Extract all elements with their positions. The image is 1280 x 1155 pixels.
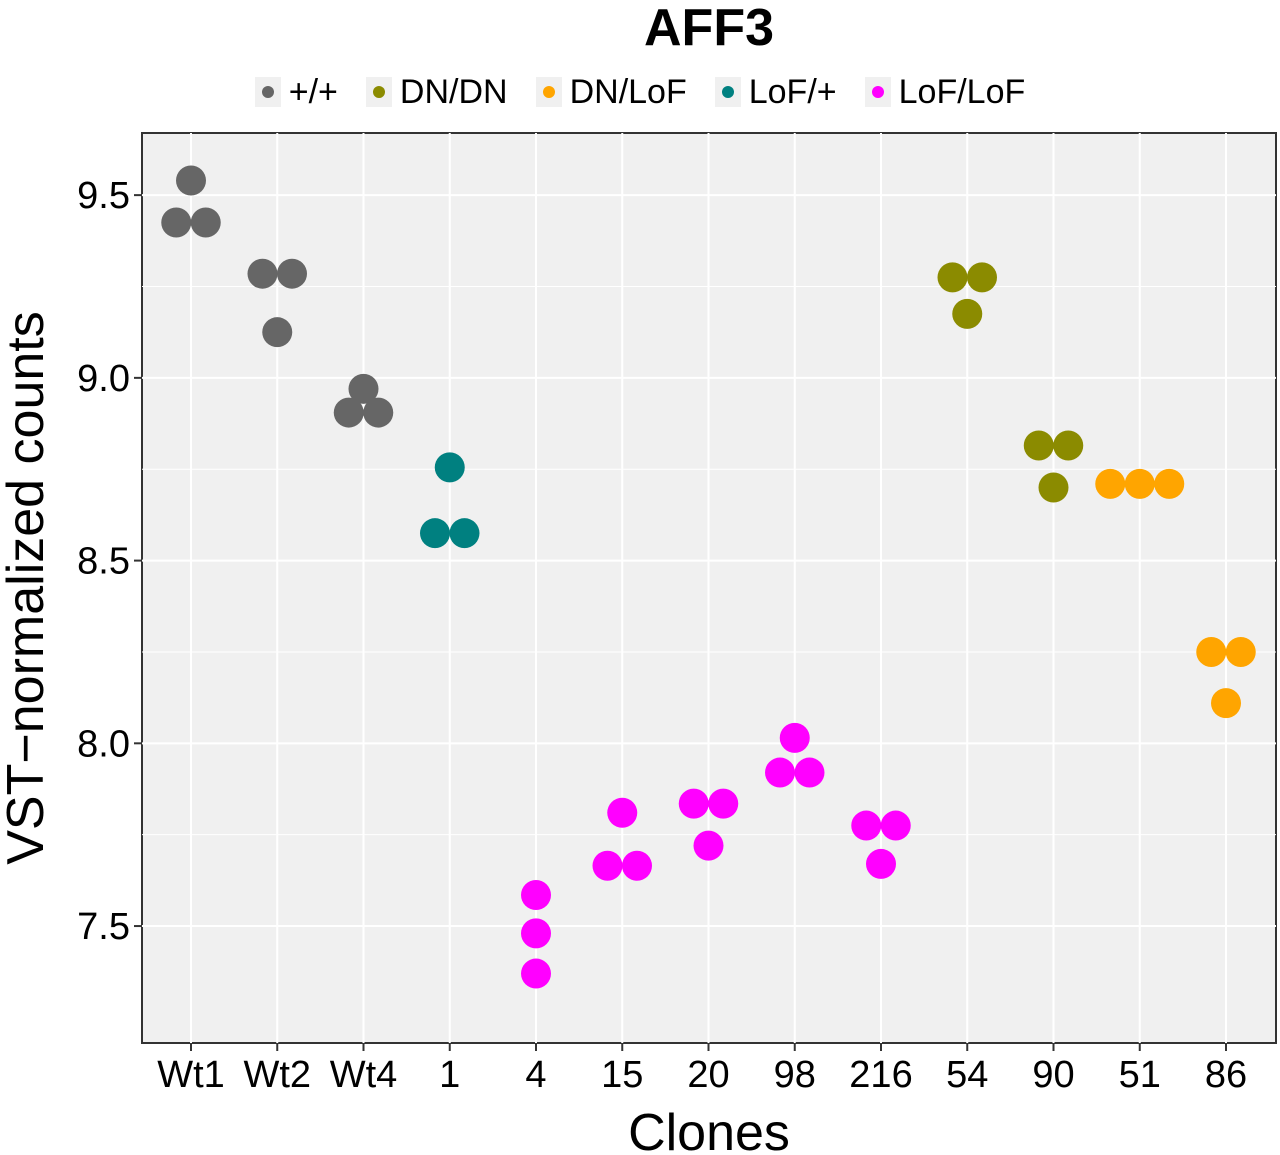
legend-item-dn-lof: DN/LoF	[535, 72, 687, 112]
data-point	[190, 207, 221, 238]
axes: 7.5 8.0 8.5 9.0 9.5 Wt1 Wt2 Wt4 1 4 15 20 98 216 54 90 5…	[77, 175, 1247, 1096]
data-point	[1095, 468, 1126, 499]
data-point	[333, 397, 364, 428]
x-tick-label: 51	[1119, 1054, 1161, 1096]
x-tick-label: 4	[525, 1054, 546, 1096]
data-point	[363, 397, 394, 428]
data-point	[880, 810, 911, 841]
x-tick-label: 90	[1032, 1054, 1074, 1096]
legend-key	[535, 77, 562, 107]
legend-swatch-icon	[542, 86, 555, 98]
legend-key	[714, 77, 741, 107]
data-point	[176, 165, 206, 196]
data-point	[434, 452, 465, 483]
grid-lines	[142, 133, 1276, 1043]
x-tick-label: Wt1	[157, 1054, 225, 1096]
y-tick-label: 8.5	[77, 541, 130, 583]
data-point	[1225, 636, 1256, 667]
legend-label: +/+	[288, 73, 338, 111]
data-point	[1154, 468, 1185, 499]
x-tick-label: 216	[849, 1054, 912, 1096]
legend-swatch-icon	[721, 86, 734, 98]
data-point	[765, 757, 795, 788]
data-point	[1196, 636, 1227, 667]
data-point	[937, 262, 968, 293]
data-point	[1038, 472, 1069, 503]
legend-item-dn-dn: DN/DN	[365, 72, 508, 112]
data-point	[521, 879, 551, 910]
data-point	[592, 850, 623, 881]
legend-key	[254, 77, 281, 107]
data-point	[1211, 688, 1241, 719]
data-point	[952, 298, 983, 329]
data-point	[708, 788, 739, 819]
y-tick-label: 9.0	[77, 358, 130, 400]
data-point	[693, 830, 724, 861]
data-point	[521, 918, 551, 949]
data-point	[1053, 430, 1084, 461]
data-point	[277, 258, 307, 289]
y-tick-label: 8.0	[77, 723, 130, 765]
legend-item-lof-wt: LoF/+	[714, 72, 837, 112]
x-axis-title: Clones	[628, 1104, 790, 1155]
x-tick-label: Wt2	[243, 1054, 311, 1096]
data-point	[262, 317, 293, 348]
x-tick-label: 86	[1205, 1054, 1247, 1096]
x-tick-label: 98	[774, 1054, 816, 1096]
legend-label: DN/DN	[399, 73, 508, 111]
data-point	[247, 258, 278, 289]
legend-item-lof-lof: LoF/LoF	[864, 72, 1026, 112]
data-point	[521, 958, 551, 989]
legend-key	[365, 77, 392, 107]
data-point	[420, 518, 450, 549]
data-point	[967, 262, 997, 293]
legend-swatch-icon	[372, 86, 385, 98]
legend-item-wildtype: +/+	[254, 72, 338, 112]
chart-title: AFF3	[644, 0, 774, 57]
legend-key	[864, 77, 891, 107]
data-point	[866, 848, 896, 879]
x-tick-label: 1	[439, 1054, 460, 1096]
data-point	[794, 757, 825, 788]
x-tick-label: 15	[601, 1054, 643, 1096]
data-point	[1124, 468, 1155, 499]
y-tick-label: 9.5	[77, 175, 130, 217]
legend-swatch-icon	[871, 86, 884, 98]
legend-label: LoF/+	[748, 73, 837, 111]
x-tick-label: Wt4	[330, 1054, 398, 1096]
x-tick-label: 54	[946, 1054, 988, 1096]
data-point	[779, 722, 810, 753]
x-tick-label: 20	[687, 1054, 729, 1096]
data-point	[622, 850, 652, 881]
data-point	[678, 788, 709, 819]
legend-label: LoF/LoF	[898, 73, 1026, 111]
data-point	[1023, 430, 1054, 461]
data-point	[348, 373, 379, 404]
data-point	[161, 207, 192, 238]
legend-swatch-icon	[261, 86, 274, 98]
data-points	[161, 165, 1256, 989]
data-point	[449, 518, 480, 549]
data-point	[851, 810, 882, 841]
y-axis-title: VST−normalized counts	[0, 311, 55, 865]
y-tick-label: 7.5	[77, 906, 130, 948]
legend-label: DN/LoF	[569, 73, 687, 111]
data-point	[607, 797, 638, 828]
legend: +/+ DN/DN DN/LoF LoF/+ LoF/LoF	[0, 70, 1280, 114]
